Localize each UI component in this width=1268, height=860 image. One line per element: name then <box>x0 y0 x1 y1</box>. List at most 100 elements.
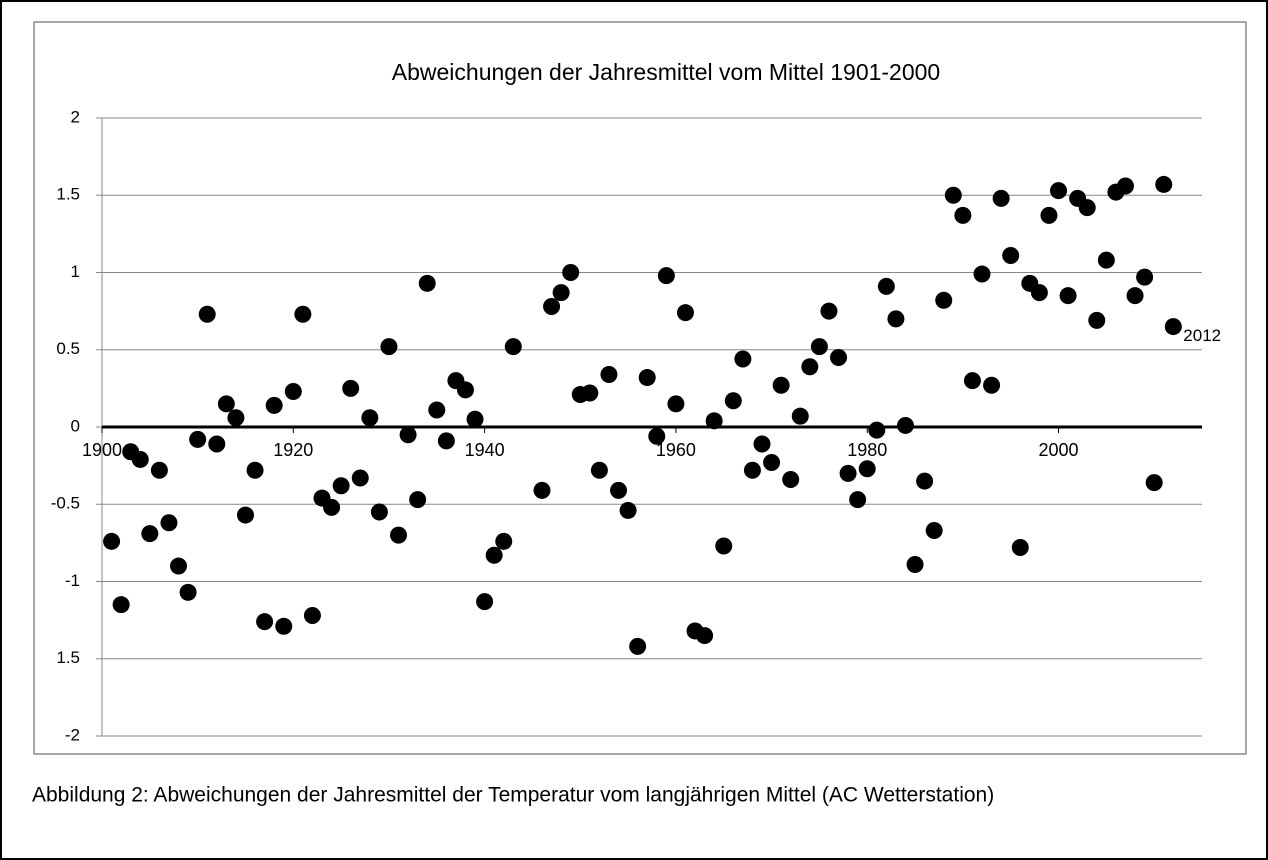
point <box>284 382 302 400</box>
point <box>590 461 608 479</box>
point <box>676 304 694 322</box>
point <box>638 369 656 387</box>
y-tick-label: 2 <box>71 107 80 126</box>
y-tick-label: 0 <box>71 416 80 435</box>
point <box>179 583 197 601</box>
point <box>1030 284 1048 302</box>
point <box>1097 251 1115 269</box>
y-tick-label: -0.5 <box>51 494 80 513</box>
chart-frame <box>33 21 1247 755</box>
point <box>217 395 235 413</box>
y-tick-label: 1 <box>71 262 80 281</box>
y-tick-label: -1 <box>65 571 80 590</box>
point <box>868 421 886 439</box>
point <box>399 426 417 444</box>
point <box>715 537 733 555</box>
point <box>810 338 828 356</box>
point <box>370 503 388 521</box>
point <box>533 481 551 499</box>
x-tick-label: 1920 <box>273 440 313 460</box>
point <box>954 206 972 224</box>
point <box>323 498 341 516</box>
point <box>667 395 685 413</box>
point <box>858 460 876 478</box>
point <box>657 267 675 285</box>
point <box>1078 199 1096 217</box>
point <box>820 302 838 320</box>
x-tick-label: 1900 <box>82 440 122 460</box>
point <box>1155 175 1173 193</box>
point <box>342 379 360 397</box>
point <box>112 596 130 614</box>
point <box>495 532 513 550</box>
point <box>246 461 264 479</box>
point <box>801 358 819 376</box>
point <box>275 617 293 635</box>
caption: Abbildung 2: Abweichungen der Jahresmitt… <box>32 784 994 807</box>
point <box>466 410 484 428</box>
point <box>973 265 991 283</box>
point <box>351 469 369 487</box>
point <box>390 526 408 544</box>
point <box>1059 287 1077 305</box>
point <box>256 613 274 631</box>
point <box>581 384 599 402</box>
point <box>1088 311 1106 329</box>
point <box>772 376 790 394</box>
annotation: 2012 <box>1183 326 1221 345</box>
point <box>198 305 216 323</box>
point <box>236 506 254 524</box>
x-tick-label: 1960 <box>656 440 696 460</box>
point <box>456 381 474 399</box>
y-tick-label: 1.5 <box>56 648 80 667</box>
point <box>887 310 905 328</box>
point <box>1002 247 1020 265</box>
point <box>734 350 752 368</box>
point <box>294 305 312 323</box>
point <box>830 348 848 366</box>
point <box>896 416 914 434</box>
point <box>1040 206 1058 224</box>
point <box>189 430 207 448</box>
y-tick-label: -2 <box>65 725 80 744</box>
point <box>1126 287 1144 305</box>
point <box>485 546 503 564</box>
point <box>160 514 178 532</box>
point <box>839 464 857 482</box>
point <box>983 376 1001 394</box>
point <box>763 454 781 472</box>
point <box>753 435 771 453</box>
point <box>170 557 188 575</box>
point <box>1050 182 1068 200</box>
point <box>963 372 981 390</box>
point <box>562 264 580 281</box>
point <box>543 297 561 315</box>
point <box>504 338 522 356</box>
point <box>552 284 570 302</box>
x-tick-label: 2000 <box>1038 440 1078 460</box>
point <box>906 556 924 574</box>
point <box>103 532 121 550</box>
point <box>696 627 714 645</box>
point <box>610 481 628 499</box>
point <box>141 525 159 543</box>
point <box>476 593 494 611</box>
point <box>925 522 943 540</box>
point <box>648 427 666 445</box>
y-tick-label: 0.5 <box>56 339 80 358</box>
point <box>380 338 398 356</box>
point <box>782 471 800 489</box>
point <box>409 491 427 509</box>
point <box>791 407 809 425</box>
point <box>916 472 934 490</box>
point <box>208 435 226 453</box>
point <box>361 409 379 427</box>
point <box>705 412 723 430</box>
x-tick-label: 1940 <box>465 440 505 460</box>
point <box>1011 539 1029 557</box>
y-tick-label: 1.5 <box>56 185 80 204</box>
point <box>619 501 637 519</box>
point <box>944 186 962 204</box>
point <box>131 450 149 468</box>
